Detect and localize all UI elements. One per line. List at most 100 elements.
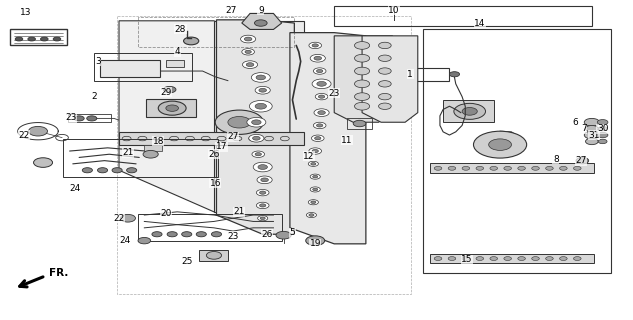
Circle shape <box>15 37 23 41</box>
Circle shape <box>34 158 53 167</box>
Circle shape <box>276 231 291 239</box>
Circle shape <box>586 138 598 145</box>
Circle shape <box>82 168 92 173</box>
Circle shape <box>228 116 251 128</box>
Circle shape <box>241 35 256 43</box>
Circle shape <box>28 126 47 136</box>
Text: 10: 10 <box>388 6 399 15</box>
Circle shape <box>249 100 272 112</box>
Circle shape <box>309 214 314 216</box>
Text: 7: 7 <box>580 124 587 133</box>
Circle shape <box>138 237 151 244</box>
Text: 12: 12 <box>303 152 315 161</box>
Circle shape <box>354 93 370 100</box>
Circle shape <box>318 95 325 98</box>
Bar <box>199 250 228 261</box>
Text: 6: 6 <box>572 118 578 127</box>
Circle shape <box>434 166 442 170</box>
Text: 9: 9 <box>258 6 264 15</box>
Circle shape <box>211 232 222 237</box>
Text: 16: 16 <box>210 179 221 188</box>
Circle shape <box>158 101 186 115</box>
Bar <box>347 118 372 129</box>
Circle shape <box>379 68 391 74</box>
Circle shape <box>313 122 326 129</box>
Circle shape <box>312 44 318 47</box>
Circle shape <box>255 86 270 94</box>
Circle shape <box>532 166 539 170</box>
Circle shape <box>584 131 599 139</box>
Circle shape <box>586 125 598 132</box>
Circle shape <box>315 137 321 140</box>
Circle shape <box>314 56 322 60</box>
Circle shape <box>260 204 266 207</box>
Circle shape <box>518 166 525 170</box>
Circle shape <box>379 93 391 100</box>
Circle shape <box>167 232 177 237</box>
Circle shape <box>244 37 252 41</box>
Polygon shape <box>214 21 304 212</box>
Circle shape <box>215 110 263 134</box>
Circle shape <box>41 37 48 41</box>
Circle shape <box>196 232 206 237</box>
Circle shape <box>314 109 329 116</box>
Circle shape <box>242 49 254 55</box>
Text: 27: 27 <box>227 132 239 141</box>
Text: 26: 26 <box>261 230 273 239</box>
Circle shape <box>255 153 261 156</box>
Text: 23: 23 <box>227 232 239 241</box>
Circle shape <box>254 20 267 26</box>
Circle shape <box>245 50 251 53</box>
Text: 27: 27 <box>575 156 587 165</box>
Bar <box>166 60 184 67</box>
Bar <box>100 60 160 77</box>
Circle shape <box>354 67 370 75</box>
Circle shape <box>249 134 264 142</box>
Circle shape <box>476 166 484 170</box>
Circle shape <box>317 81 327 86</box>
Text: FR.: FR. <box>49 268 69 278</box>
Text: 13: 13 <box>20 8 31 17</box>
Bar <box>10 29 67 45</box>
Circle shape <box>354 80 370 88</box>
Circle shape <box>311 201 316 204</box>
Text: 24: 24 <box>120 236 131 245</box>
Circle shape <box>576 157 589 164</box>
Circle shape <box>258 164 267 170</box>
Circle shape <box>310 54 325 62</box>
Circle shape <box>598 126 607 131</box>
Circle shape <box>354 42 370 49</box>
Text: 27: 27 <box>225 6 237 15</box>
Circle shape <box>261 178 268 182</box>
Circle shape <box>242 61 258 68</box>
Circle shape <box>253 162 272 172</box>
Polygon shape <box>290 33 366 244</box>
Circle shape <box>518 257 525 260</box>
Circle shape <box>258 216 268 221</box>
Circle shape <box>306 212 316 218</box>
Circle shape <box>120 214 135 222</box>
Circle shape <box>462 257 470 260</box>
Bar <box>404 68 449 81</box>
Circle shape <box>256 202 269 209</box>
Circle shape <box>308 200 318 205</box>
Circle shape <box>163 86 176 93</box>
Circle shape <box>448 257 456 260</box>
Circle shape <box>28 37 35 41</box>
Circle shape <box>489 139 511 150</box>
Bar <box>423 29 611 273</box>
Text: 31: 31 <box>588 131 599 140</box>
Text: 15: 15 <box>461 255 473 264</box>
Polygon shape <box>216 20 294 234</box>
Circle shape <box>354 54 370 62</box>
Circle shape <box>255 103 266 109</box>
Circle shape <box>476 257 484 260</box>
Circle shape <box>97 168 108 173</box>
Circle shape <box>256 75 266 80</box>
Text: 23: 23 <box>329 89 340 98</box>
Circle shape <box>379 81 391 87</box>
Circle shape <box>182 232 192 237</box>
Bar <box>94 53 192 81</box>
Circle shape <box>313 175 318 178</box>
Circle shape <box>434 257 442 260</box>
